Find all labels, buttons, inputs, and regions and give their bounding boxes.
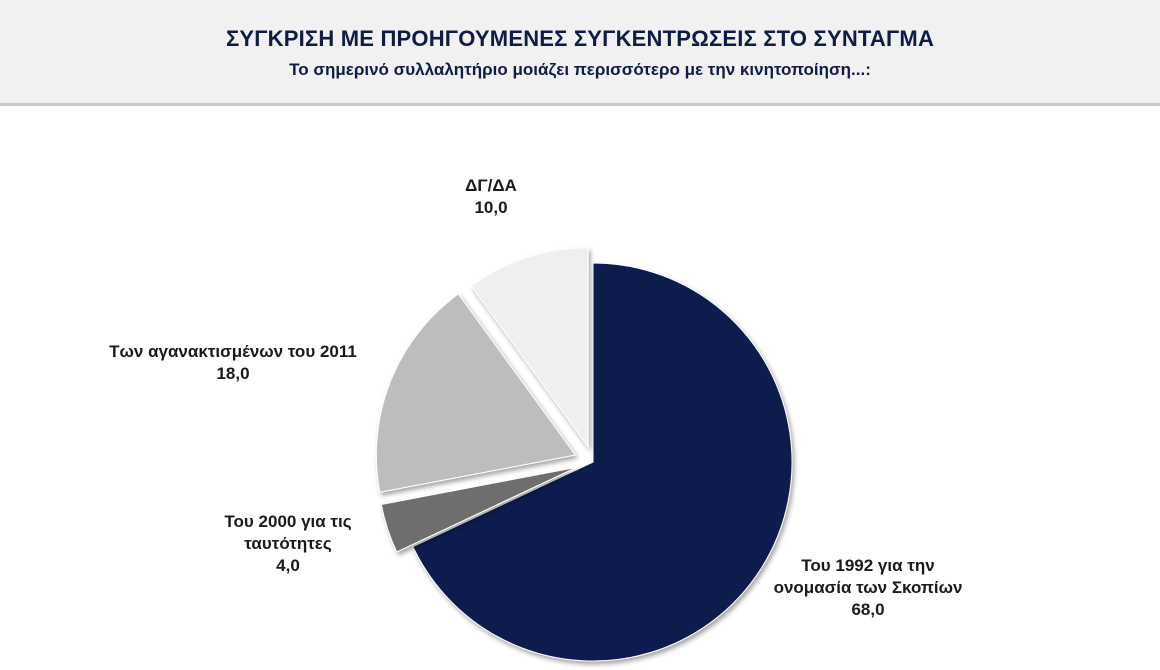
slice-label-line-s1992: Του 1992 για την (801, 556, 934, 575)
slice-label-s2011: Των αγανακτισμένων του 2011 18,0 (109, 342, 357, 383)
pie-slice-s2011 (375, 293, 577, 493)
pie-slice-sdk (470, 247, 589, 449)
slice-label-line-s2000: ταυτότητες (244, 534, 332, 553)
slice-label-s2000: Του 2000 για τις ταυτότητες 4,0 (224, 512, 351, 575)
slice-label-line-s2011: Των αγανακτισμένων του 2011 (109, 342, 357, 361)
slice-value-sdk: 10,0 (474, 198, 507, 217)
pie-slice-s2000 (380, 466, 578, 553)
chart-header: ΣΥΓΚΡΙΣΗ ΜΕ ΠΡΟΗΓΟΥΜΕΝΕΣ ΣΥΓΚΕΝΤΡΩΣΕΙΣ Σ… (0, 0, 1160, 106)
chart-subtitle: Το σημερινό συλλαλητήριο μοιάζει περισσό… (289, 60, 871, 79)
chart-title: ΣΥΓΚΡΙΣΗ ΜΕ ΠΡΟΗΓΟΥΜΕΝΕΣ ΣΥΓΚΕΝΤΡΩΣΕΙΣ Σ… (225, 26, 935, 51)
slice-value-s2000: 4,0 (276, 556, 300, 575)
slice-label-line-sdk: ΔΓ/ΔΑ (465, 176, 517, 195)
slice-value-s2011: 18,0 (216, 364, 249, 383)
slice-value-s1992: 68,0 (851, 600, 884, 619)
slice-label-line-s2000: Του 2000 για τις (224, 512, 351, 531)
slice-label-s1992: Του 1992 για την ονομασία των Σκοπίων 68,0 (774, 556, 963, 619)
slice-label-sdk: ΔΓ/ΔΑ 10,0 (465, 176, 517, 217)
pie-slice-s1992 (412, 262, 793, 662)
slice-label-line-s1992: ονομασία των Σκοπίων (774, 578, 963, 597)
